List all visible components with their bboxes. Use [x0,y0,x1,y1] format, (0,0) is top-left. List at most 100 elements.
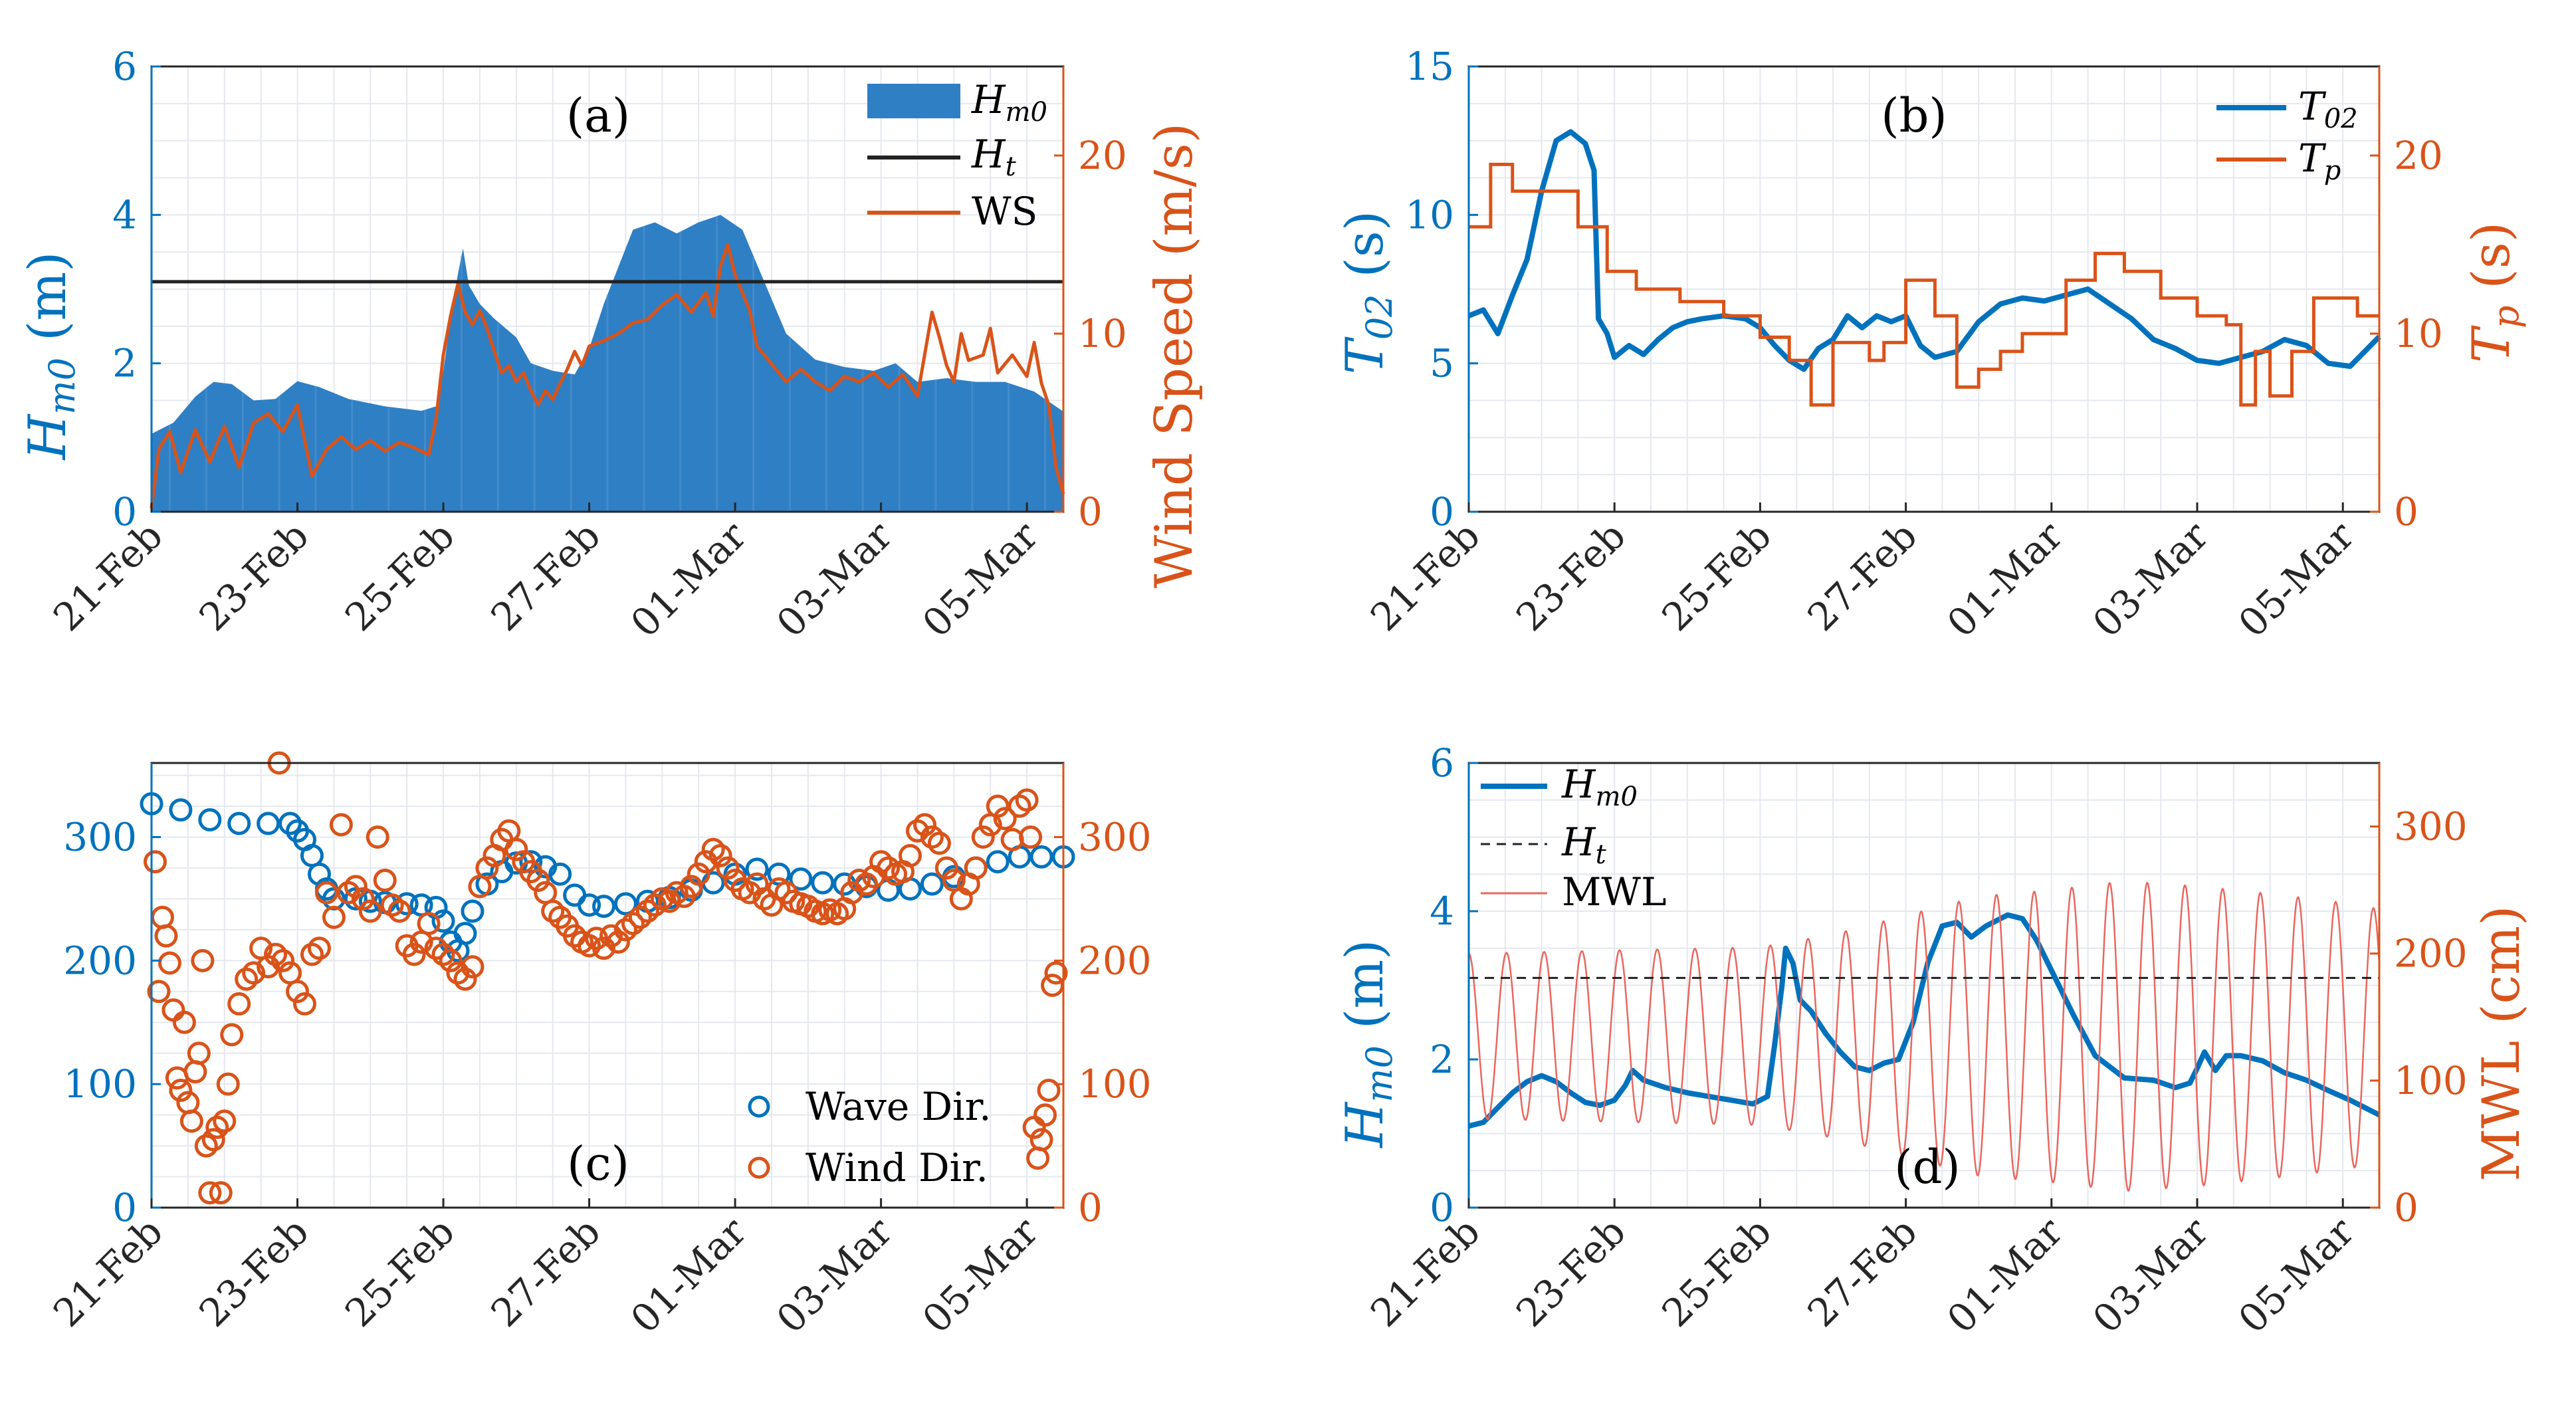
panel-d-left-label-unit: (m) [1335,939,1395,1045]
wind-dir-point [1037,1078,1061,1102]
panel-d-plot [1468,881,2381,1192]
wind-dir-point [905,819,929,843]
left-tick-label: 0 [1430,1185,1454,1230]
wind-dir-point [526,869,550,893]
wave-dir-point [453,921,477,945]
wind-dir-point [1015,788,1039,812]
legend-t02-main: T [2298,84,2327,129]
wind-dir-point [402,942,426,966]
legend-ht-sub: t [1006,152,1017,182]
panel-d-label: (d) [1894,1140,1960,1194]
wind-dir-point [431,942,455,966]
mwl-line [1468,881,2381,1192]
wind-dir-point [424,936,448,960]
panel-a-right-axis-label: Wind Speed (m/s) [1144,123,1204,588]
panel-c-left-ticks: 0 100 200 300 [63,763,161,1230]
wind-dir-point [643,893,667,917]
legend-d-hm0-sub: m0 [1596,782,1638,812]
panel-a-left-axis-label: Hm0 (m) [18,251,83,461]
wind-dir-point [592,936,616,960]
wave-dir-point [578,893,601,917]
wind-dir-point [344,875,368,899]
panel-b-left-ticks: 0 5 10 15 [1405,44,1478,534]
wave-dir-point [278,812,302,835]
wave-dir-point [395,892,419,916]
right-tick-label: 0 [1078,1185,1103,1230]
wind-dir-point [158,951,181,975]
wind-dir-point [613,918,637,942]
panel-d-right-axis-label: MWL (cm) [2472,905,2531,1181]
panel-b-left-label-unit: (s) [1335,211,1395,294]
wind-dir-point [179,1109,203,1133]
legend-d-ht-sub: t [1596,839,1607,870]
wind-dir-point [322,905,346,929]
wind-dir-point [578,934,601,958]
panel-a-left-label-sub: m0 [41,358,83,415]
left-tick-label: 10 [1405,192,1454,237]
left-tick-label: 0 [1430,489,1454,534]
wind-dir-point [194,1134,218,1158]
left-tick-label: 2 [1430,1037,1454,1082]
wind-dir-point [1033,1103,1057,1127]
panel-c-right-ticks: 0 100 200 300 [1054,763,1152,1230]
legend-tp-label: Tp [2298,136,2341,186]
panel-d-right-ticks: 0 100 200 300 [2370,763,2468,1230]
ws-line [150,243,1065,508]
panel-d-left-ticks: 0 2 4 6 [1430,740,1478,1230]
panel-c-plot [140,751,1075,1205]
legend-ht-label: Ht [971,132,1017,182]
wind-dir-point [877,856,901,880]
panel-b-right-label-main: T [2462,325,2522,363]
legend-tp-sub: p [2324,156,2341,186]
panel-b-plot [1467,129,2381,407]
wind-dir-point [227,992,251,1016]
wind-dir-point [439,948,463,972]
legend-wind-dir-label: Wind Dir. [805,1145,988,1190]
wind-dir-point [191,948,215,972]
tp-step-line [1469,162,2379,407]
wind-dir-point [993,807,1017,831]
wave-dir-point [169,798,193,822]
legend-wave-dir-label: Wave Dir. [805,1084,992,1129]
right-tick-label: 20 [1078,133,1127,178]
wave-dir-point [789,867,813,891]
wind-dir-point [855,872,879,896]
wind-dir-point [329,813,353,837]
panel-a-plot [150,215,1065,512]
right-tick-label: 0 [2394,489,2418,534]
wind-dir-point [716,856,740,880]
legend-ht-main: H [971,132,1006,177]
panel-d-legend: Hm0 Ht MWL [1481,762,1667,915]
wind-dir-point [708,843,732,867]
wind-dir-point [366,825,389,849]
panel-a-legend: Hm0 Ht WS [867,77,1047,234]
wind-dir-point [300,942,324,966]
left-tick-label: 6 [1430,740,1454,786]
wind-dir-point [635,899,659,923]
wind-dir-point [154,924,178,948]
wind-dir-point [220,1023,244,1047]
wind-dir-point [1008,794,1031,818]
left-tick-label: 6 [112,44,137,89]
wind-dir-point [380,893,404,917]
left-tick-label: 15 [1405,44,1454,89]
wind-dir-point [927,831,951,855]
right-tick-label: 300 [2394,804,2468,849]
panel-b-right-axis-label: Tp (s) [2462,222,2527,363]
wind-dir-point [986,794,1010,818]
wind-dir-point [235,967,259,991]
wind-dir-point [205,1115,229,1139]
legend-d-ht-label: Ht [1561,819,1607,870]
wind-dir-point [869,850,893,874]
legend-hm0-main: H [971,77,1006,122]
right-tick-label: 20 [2394,133,2443,178]
wind-dir-point [143,850,167,874]
wind-dir-point [147,980,171,1004]
right-tick-label: 10 [1078,311,1127,356]
wind-dir-point [920,825,944,849]
left-tick-label: 0 [112,1185,137,1230]
panel-b-right-ticks: 0 10 20 [2370,66,2443,534]
hm0-area [152,215,1063,512]
wind-dir-point [971,825,995,849]
legend-d-mwl-label: MWL [1562,869,1667,915]
